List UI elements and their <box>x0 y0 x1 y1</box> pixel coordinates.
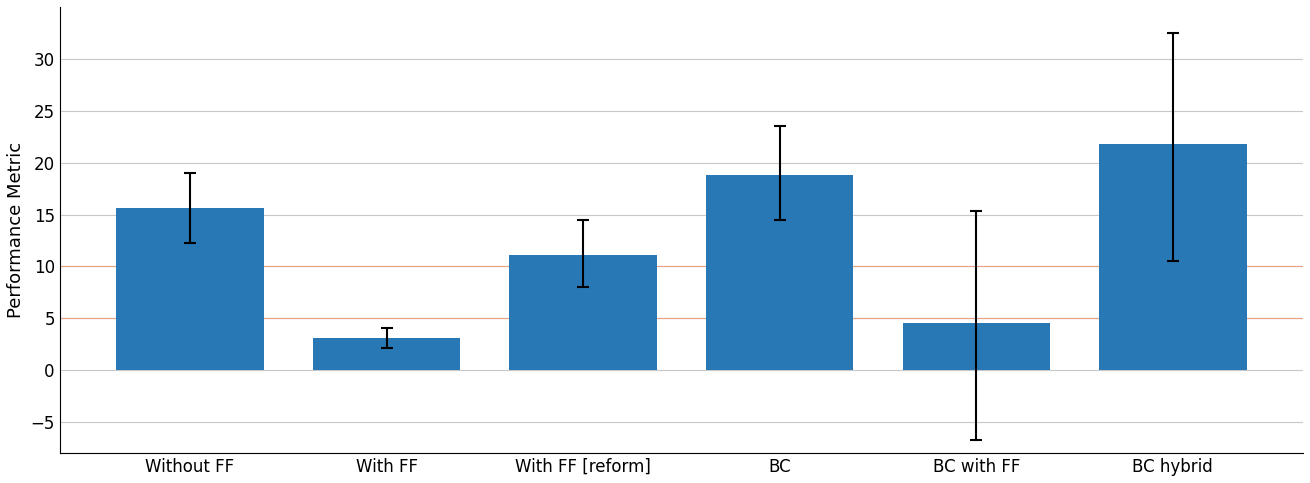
Y-axis label: Performance Metric: Performance Metric <box>7 142 25 318</box>
Bar <box>510 255 656 370</box>
Bar <box>117 208 263 370</box>
Bar <box>903 324 1051 370</box>
Bar <box>706 175 853 370</box>
Bar <box>1099 144 1247 370</box>
Bar <box>313 338 460 370</box>
